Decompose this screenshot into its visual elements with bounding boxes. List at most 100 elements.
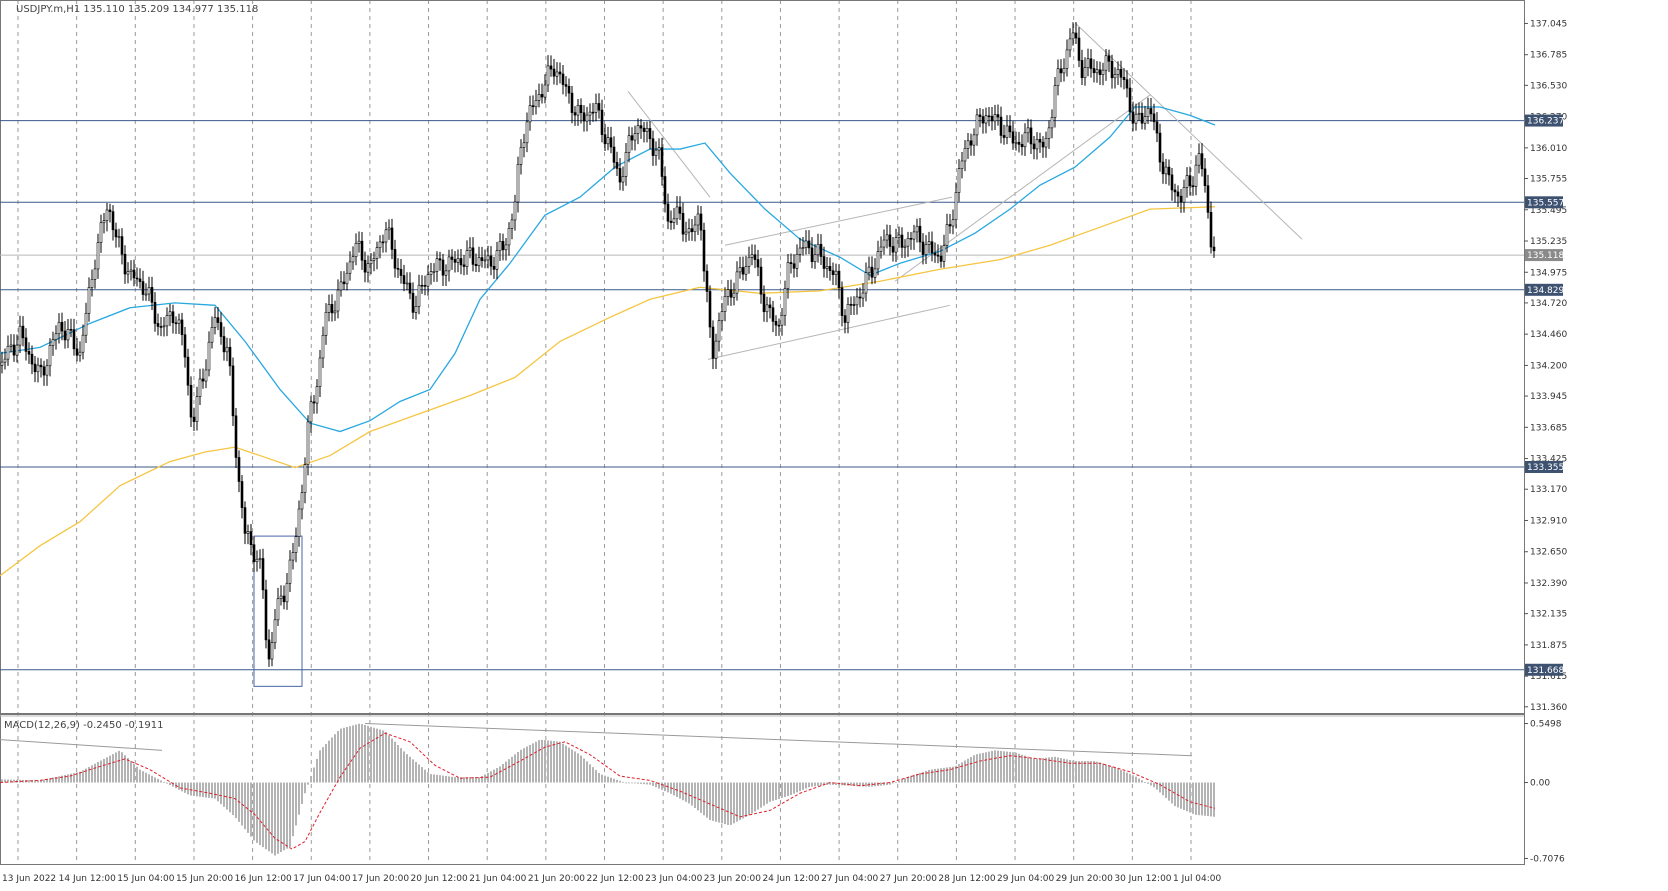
candle-body xyxy=(357,240,361,244)
macd-histogram-bar xyxy=(388,735,390,783)
candle-body xyxy=(576,104,580,116)
macd-histogram-bar xyxy=(688,782,690,804)
candle-body xyxy=(246,531,250,534)
macd-histogram-bar xyxy=(958,764,960,783)
candle-body xyxy=(786,262,790,289)
macd-histogram-bar xyxy=(334,734,336,783)
candle-body xyxy=(825,266,829,269)
macd-histogram-bar xyxy=(553,741,555,783)
candle-body xyxy=(207,341,211,371)
macd-trend-line xyxy=(364,723,1193,757)
macd-histogram-bar xyxy=(865,782,867,787)
macd-histogram-bar xyxy=(409,756,411,783)
macd-histogram-bar xyxy=(1126,772,1128,783)
macd-histogram-bar xyxy=(673,782,675,796)
time-tick-label: 1 Jul 04:00 xyxy=(1173,874,1222,884)
macd-histogram-bar xyxy=(1105,764,1107,783)
macd-histogram-bar xyxy=(619,780,621,783)
macd-histogram-bar xyxy=(625,782,627,784)
level-tag-label: 136.237 xyxy=(1527,117,1564,127)
macd-histogram-bar xyxy=(277,782,279,854)
macd-histogram-bar xyxy=(475,777,477,783)
macd-histogram-bar xyxy=(796,782,798,793)
macd-histogram-bar xyxy=(1162,782,1164,796)
macd-histogram-bar xyxy=(724,782,726,825)
macd-histogram-bar xyxy=(781,782,783,798)
candle-body xyxy=(990,115,994,122)
candle-body xyxy=(1098,69,1102,75)
candle-body xyxy=(780,314,784,326)
candle-body xyxy=(585,114,589,122)
macd-histogram-bar xyxy=(832,782,834,785)
macd-histogram-bar xyxy=(1186,782,1188,812)
macd-histogram-bar xyxy=(607,776,609,783)
candle-body xyxy=(723,296,727,312)
time-tick-label: 28 Jun 12:00 xyxy=(938,874,995,884)
macd-histogram-bar xyxy=(472,777,474,783)
macd-histogram-bar xyxy=(679,782,681,799)
candle-body xyxy=(975,114,979,136)
candle-body xyxy=(1050,117,1054,129)
macd-histogram-bar xyxy=(1135,776,1137,783)
macd-histogram-bar xyxy=(322,747,324,783)
macd-histogram-bar xyxy=(574,751,576,783)
level-tag-box xyxy=(1525,663,1563,676)
macd-histogram-bar xyxy=(1072,760,1074,783)
candle-body xyxy=(327,304,331,313)
macd-histogram-bar xyxy=(658,782,660,789)
candle-body xyxy=(1197,153,1201,166)
macd-histogram-bar xyxy=(172,782,174,787)
macd-histogram-bar xyxy=(1057,757,1059,783)
macd-histogram-bar xyxy=(1108,765,1110,783)
macd-histogram-bar xyxy=(1129,773,1131,783)
macd-histogram-bar xyxy=(1027,756,1029,783)
candle-body xyxy=(783,288,787,316)
macd-histogram-bar xyxy=(760,782,762,808)
time-tick-label: 14 Jun 12:00 xyxy=(59,874,116,884)
candle-body xyxy=(1086,58,1090,68)
macd-histogram-bar xyxy=(1102,763,1104,783)
candle-body xyxy=(171,311,175,324)
candle-body xyxy=(222,336,226,353)
macd-histogram-bar xyxy=(61,775,63,783)
time-tick-label: 21 Jun 04:00 xyxy=(469,874,526,884)
candle-body xyxy=(1191,185,1195,188)
macd-histogram-bar xyxy=(685,782,687,802)
candle-body xyxy=(342,281,346,285)
candle-body xyxy=(1137,112,1141,115)
time-tick-label: 15 Jun 04:00 xyxy=(117,874,174,884)
candle-body xyxy=(495,250,499,270)
candle-body xyxy=(981,116,985,124)
candle-body xyxy=(348,261,352,274)
macd-histogram-bar xyxy=(139,769,141,783)
macd-histogram-bar xyxy=(598,772,600,783)
candle-body xyxy=(993,114,997,122)
candle-body xyxy=(1008,125,1012,133)
macd-histogram-bar xyxy=(799,782,801,792)
candle-body xyxy=(612,146,616,163)
candle-body xyxy=(414,306,418,313)
candle-body xyxy=(795,253,799,269)
candle-body xyxy=(765,304,769,313)
macd-histogram-bar xyxy=(283,782,285,851)
candle-body xyxy=(969,140,973,146)
macd-tick-label: 0.5498 xyxy=(1530,720,1562,730)
macd-histogram-bar xyxy=(613,778,615,783)
candle-body xyxy=(306,421,310,465)
candle-body xyxy=(687,228,691,233)
macd-histogram-bar xyxy=(769,782,771,802)
macd-histogram-bar xyxy=(1054,756,1056,783)
candle-body xyxy=(768,304,772,309)
candle-body xyxy=(96,242,100,270)
macd-histogram-bar xyxy=(184,782,186,793)
candle-body xyxy=(579,104,583,114)
macd-histogram-bar xyxy=(520,749,522,783)
candle-body xyxy=(1101,69,1105,75)
macd-histogram-bar xyxy=(1147,782,1149,784)
macd-histogram-bar xyxy=(1189,782,1191,813)
macd-histogram-bar xyxy=(913,774,915,783)
macd-histogram-bar xyxy=(40,780,42,783)
candle-body xyxy=(819,243,823,257)
